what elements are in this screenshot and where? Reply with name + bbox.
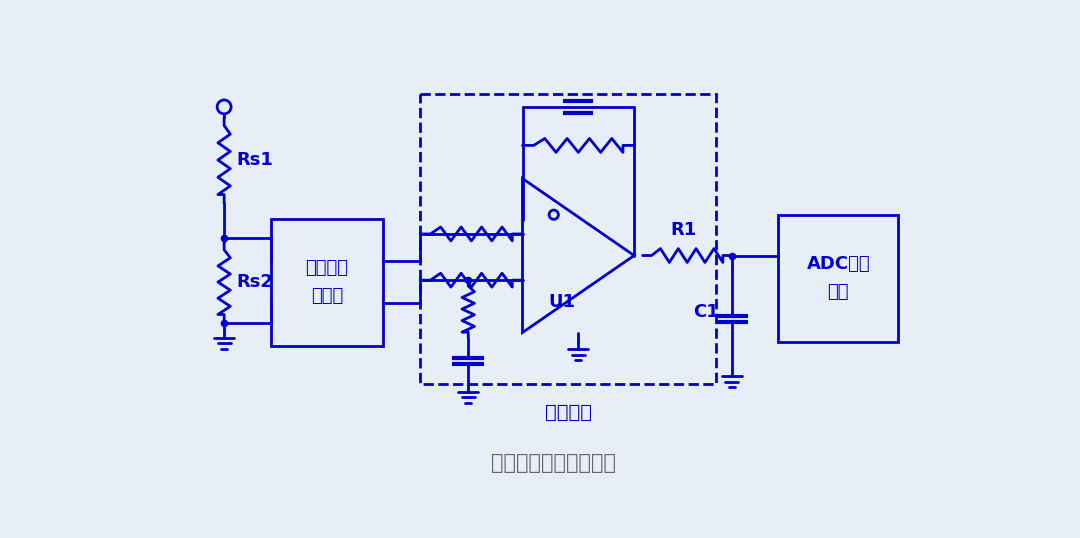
Bar: [420, 94, 716, 384]
Bar: [271, 218, 383, 345]
Text: 差分电路: 差分电路: [544, 404, 592, 422]
Text: R1: R1: [671, 221, 697, 238]
Text: C1: C1: [693, 303, 719, 321]
Bar: [779, 215, 899, 342]
Text: ADC采样
模块: ADC采样 模块: [807, 256, 870, 301]
Text: Rs1: Rs1: [237, 151, 273, 169]
Text: 隔离运放电压采样电路: 隔离运放电压采样电路: [491, 454, 616, 473]
Text: 隔离运算
放大器: 隔离运算 放大器: [306, 259, 349, 305]
Text: Rs2: Rs2: [237, 273, 273, 291]
Text: U1: U1: [548, 293, 575, 311]
